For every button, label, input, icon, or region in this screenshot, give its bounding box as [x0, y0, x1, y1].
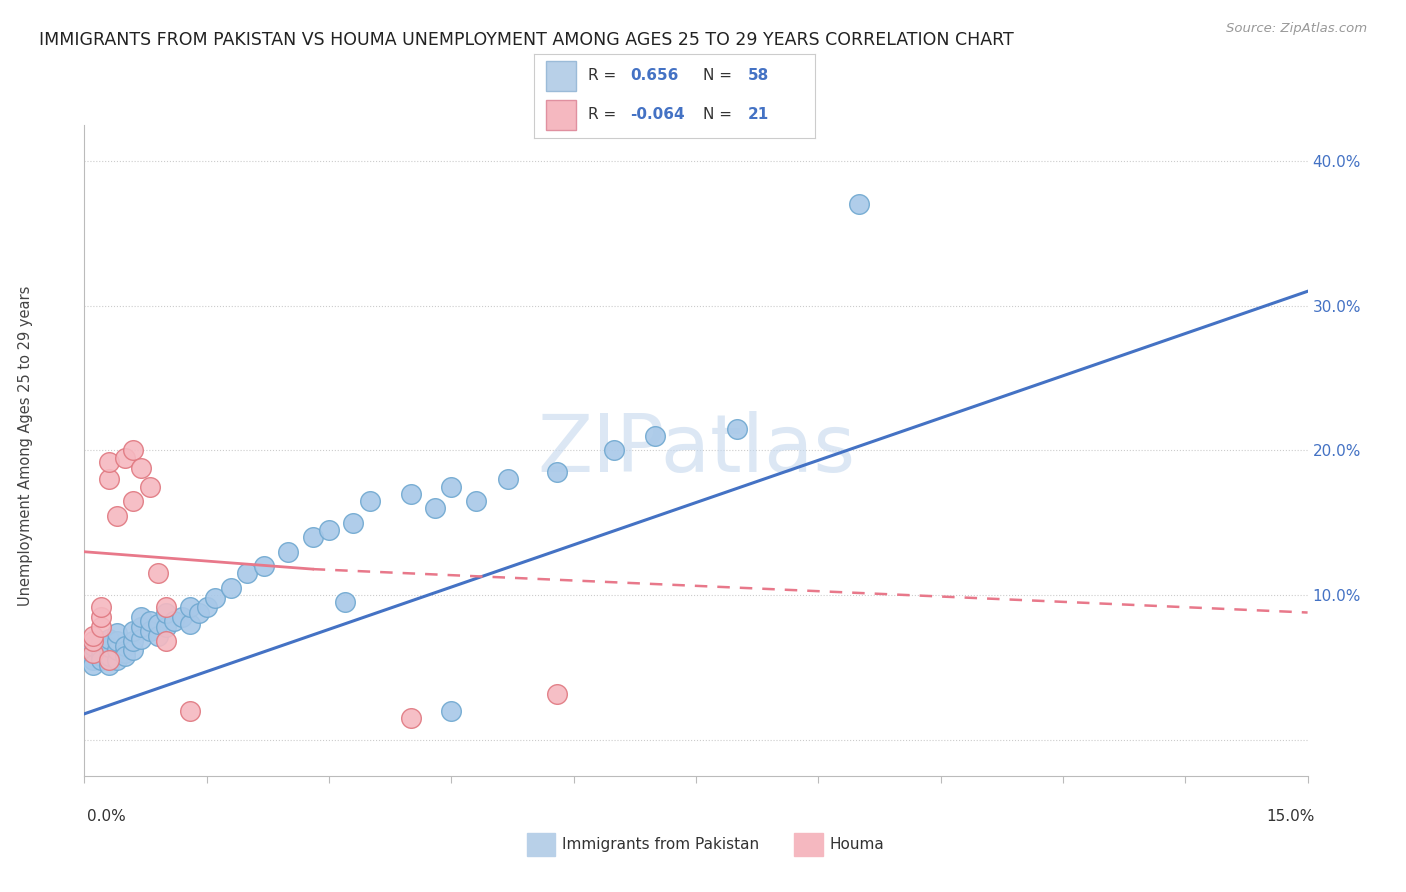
Point — [219, 581, 242, 595]
Point — [122, 624, 145, 639]
Point — [122, 443, 145, 458]
Point — [97, 455, 120, 469]
Text: Houma: Houma — [830, 838, 884, 852]
Point — [82, 639, 104, 653]
Point — [105, 625, 128, 640]
Point — [82, 634, 104, 648]
Point — [90, 634, 112, 648]
Point — [82, 629, 104, 643]
Text: N =: N = — [703, 69, 737, 84]
Point — [335, 595, 357, 609]
Point — [204, 591, 226, 605]
Point — [105, 643, 128, 657]
Point — [440, 480, 463, 494]
Point — [146, 617, 169, 632]
Point — [187, 606, 209, 620]
Point — [644, 429, 666, 443]
Point — [82, 653, 104, 667]
Point — [146, 566, 169, 581]
Point — [464, 494, 486, 508]
FancyBboxPatch shape — [546, 100, 576, 130]
Point — [277, 545, 299, 559]
Point — [90, 610, 112, 624]
Point — [155, 620, 177, 634]
Point — [195, 599, 218, 614]
Point — [399, 711, 422, 725]
Point — [236, 566, 259, 581]
Text: 0.0%: 0.0% — [87, 809, 127, 823]
Point — [138, 624, 160, 639]
Point — [90, 620, 112, 634]
FancyBboxPatch shape — [546, 62, 576, 91]
Point — [114, 648, 136, 663]
Text: R =: R = — [588, 69, 621, 84]
Point — [179, 617, 201, 632]
Point — [546, 465, 568, 479]
Point — [848, 197, 870, 211]
Text: Immigrants from Pakistan: Immigrants from Pakistan — [562, 838, 759, 852]
Text: Unemployment Among Ages 25 to 29 years: Unemployment Among Ages 25 to 29 years — [18, 285, 32, 607]
Text: R =: R = — [588, 107, 621, 122]
Point — [138, 614, 160, 628]
Point — [97, 640, 120, 655]
Point — [399, 487, 422, 501]
Point — [301, 530, 323, 544]
Point — [105, 653, 128, 667]
Point — [146, 629, 169, 643]
Text: 15.0%: 15.0% — [1267, 809, 1315, 823]
Text: -0.064: -0.064 — [630, 107, 685, 122]
Point — [97, 472, 120, 486]
Point — [179, 704, 201, 718]
Point — [122, 643, 145, 657]
Point — [498, 472, 520, 486]
Point — [97, 648, 120, 663]
Point — [97, 653, 120, 667]
Point — [105, 634, 128, 648]
Text: Source: ZipAtlas.com: Source: ZipAtlas.com — [1226, 22, 1367, 36]
Point — [155, 599, 177, 614]
Point — [440, 704, 463, 718]
Point — [82, 646, 104, 660]
Point — [725, 422, 748, 436]
Point — [253, 559, 276, 574]
Point — [138, 480, 160, 494]
Text: 0.656: 0.656 — [630, 69, 678, 84]
Text: 21: 21 — [748, 107, 769, 122]
Point — [359, 494, 381, 508]
Point — [546, 687, 568, 701]
Point — [131, 620, 153, 634]
Point — [114, 450, 136, 465]
Point — [172, 610, 194, 624]
Point — [131, 610, 153, 624]
Point — [342, 516, 364, 530]
Point — [122, 494, 145, 508]
Point — [114, 646, 136, 660]
Point — [155, 606, 177, 620]
Text: 58: 58 — [748, 69, 769, 84]
Point — [90, 653, 112, 667]
Point — [131, 632, 153, 646]
Point — [105, 508, 128, 523]
Point — [179, 599, 201, 614]
Point — [90, 648, 112, 663]
Text: N =: N = — [703, 107, 737, 122]
Point — [603, 443, 626, 458]
Point — [423, 501, 446, 516]
Point — [97, 632, 120, 646]
Point — [97, 657, 120, 672]
Point — [122, 634, 145, 648]
Point — [90, 643, 112, 657]
Point — [114, 639, 136, 653]
Point — [131, 460, 153, 475]
Text: IMMIGRANTS FROM PAKISTAN VS HOUMA UNEMPLOYMENT AMONG AGES 25 TO 29 YEARS CORRELA: IMMIGRANTS FROM PAKISTAN VS HOUMA UNEMPL… — [39, 31, 1014, 49]
Point — [155, 634, 177, 648]
Point — [82, 657, 104, 672]
Point — [82, 646, 104, 660]
Point — [163, 614, 186, 628]
Point — [90, 599, 112, 614]
Point — [318, 523, 340, 537]
Text: ZIPatlas: ZIPatlas — [537, 411, 855, 490]
